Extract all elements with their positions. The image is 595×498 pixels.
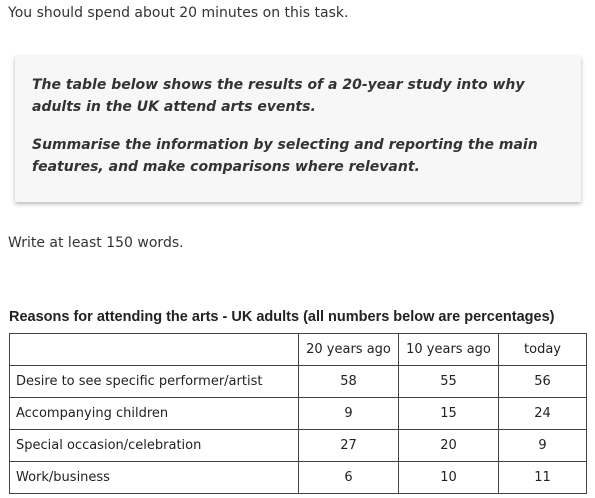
word-requirement: Write at least 150 words. <box>8 235 184 251</box>
row-label: Desire to see specific performer/artist <box>9 365 299 398</box>
data-table: 20 years ago 10 years ago today Desire t… <box>9 333 587 494</box>
cell-value: 11 <box>498 461 587 494</box>
cell-value: 56 <box>498 365 587 398</box>
row-label: Accompanying children <box>9 397 299 430</box>
cell-value: 55 <box>398 365 499 398</box>
cell-value: 6 <box>298 461 399 494</box>
header-cell-20-years-ago: 20 years ago <box>298 333 399 366</box>
table-title: Reasons for attending the arts - UK adul… <box>9 309 555 325</box>
task-summary-prompt: Summarise the information by selecting a… <box>32 137 538 175</box>
cell-value: 58 <box>298 365 399 398</box>
cell-value: 9 <box>298 397 399 430</box>
header-cell-today: today <box>498 333 587 366</box>
cell-value: 27 <box>298 429 399 462</box>
table-header-row: 20 years ago 10 years ago today <box>9 333 587 366</box>
table-row: Desire to see specific performer/artist … <box>9 365 587 398</box>
header-cell-10-years-ago: 10 years ago <box>398 333 499 366</box>
cell-value: 15 <box>398 397 499 430</box>
table-row: Work/business 6 10 11 <box>9 461 587 494</box>
row-label: Special occasion/celebration <box>9 429 299 462</box>
time-instruction: You should spend about 20 minutes on thi… <box>8 5 349 21</box>
table-row: Accompanying children 9 15 24 <box>9 397 587 430</box>
task-description: The table below shows the results of a 2… <box>32 77 525 115</box>
row-label: Work/business <box>9 461 299 494</box>
table-row: Special occasion/celebration 27 20 9 <box>9 429 587 462</box>
task-box: The table below shows the results of a 2… <box>15 56 581 202</box>
cell-value: 24 <box>498 397 587 430</box>
cell-value: 20 <box>398 429 499 462</box>
cell-value: 9 <box>498 429 587 462</box>
header-cell-reason <box>9 333 299 366</box>
cell-value: 10 <box>398 461 499 494</box>
